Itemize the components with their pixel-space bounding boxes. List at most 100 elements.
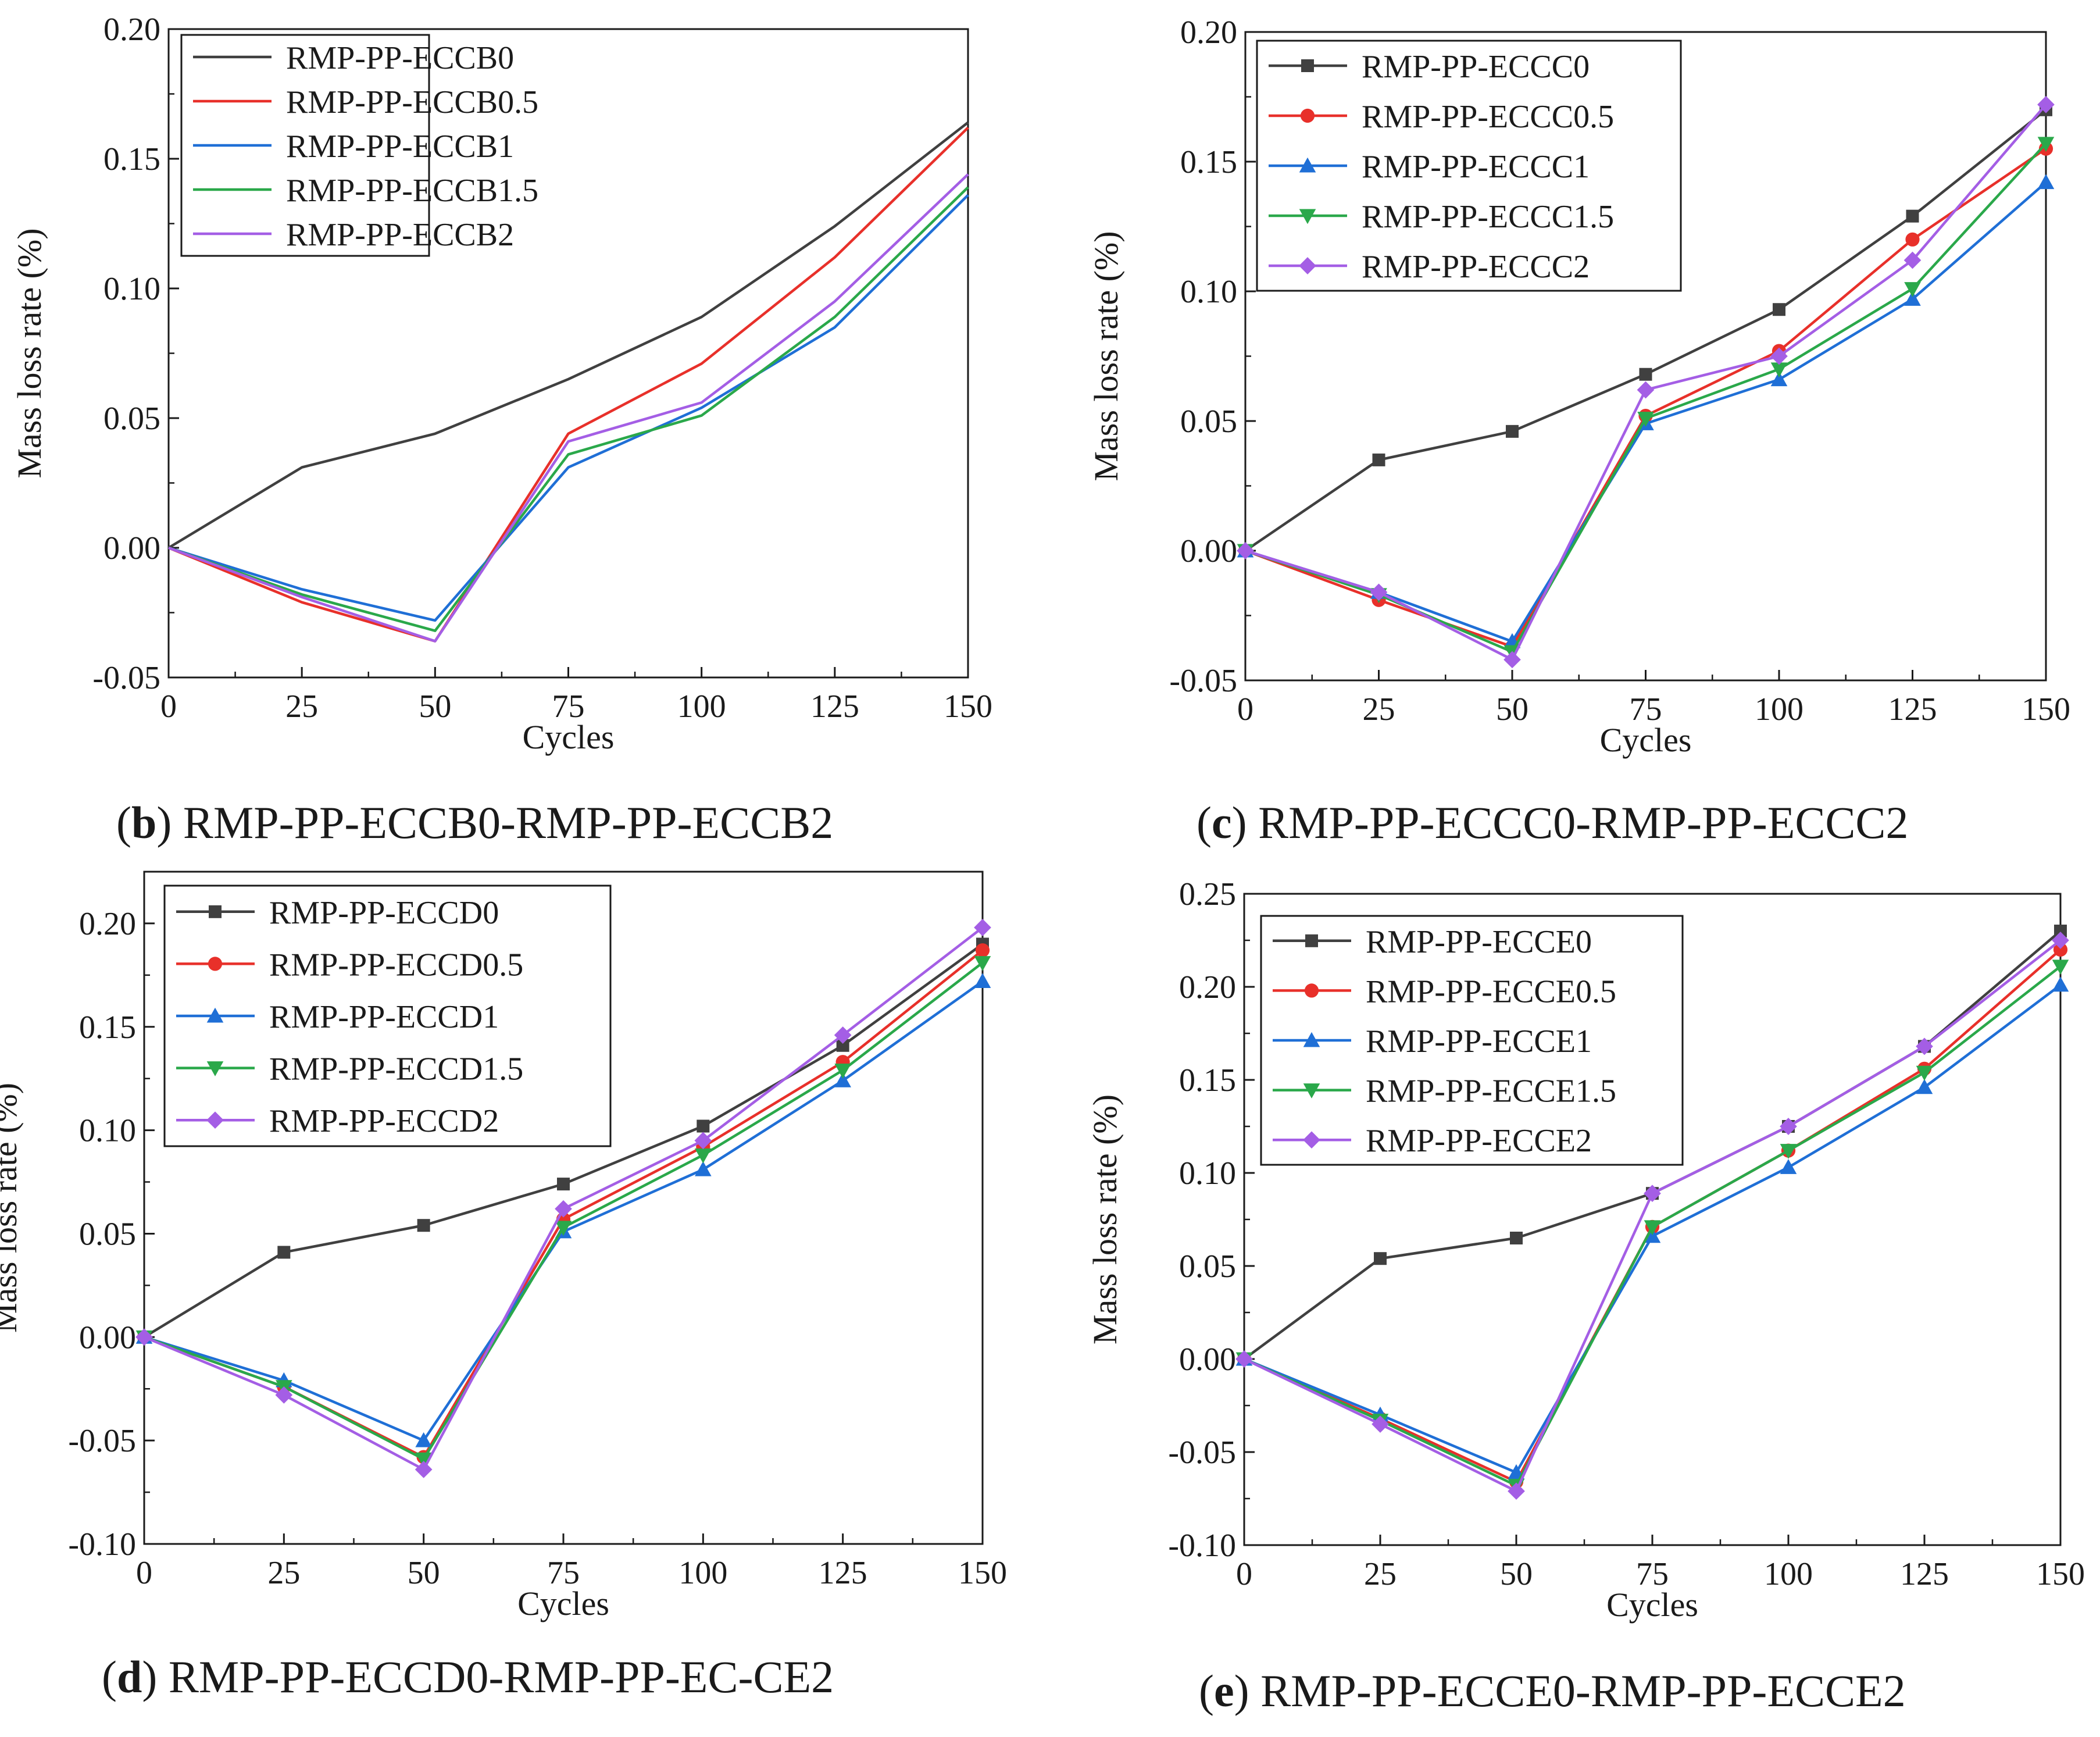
x-tick-label: 25 [1363,691,1395,727]
legend-label: RMP-PP-ECCC2 [1362,249,1590,285]
series-RMP-PP-ECCE2 [1235,932,2069,1500]
data-point [975,943,990,958]
y-tick-label: -0.05 [1169,663,1237,699]
chart-svg-e: 0 25 50 75 100 125 150 -0.10 -0.05 0.00 0.05 0.10 0.… [1086,876,2085,1624]
data-point [834,1064,851,1079]
legend: RMP-PP-ECCB0 RMP-PP-ECCB0.5 RMP-PP-ECCB1 RM… [180,34,538,257]
data-point [974,973,991,988]
y-axis-title: Mass loss rate (%) [10,228,48,478]
x-tick-label: 75 [552,689,585,725]
legend-label: RMP-PP-ECCE0 [1366,924,1592,960]
legend-label: RMP-PP-ECCC0.5 [1362,99,1614,135]
series-RMP-PP-ECCB0.5 [168,126,969,643]
series-RMP-PP-ECCB2 [168,173,969,643]
x-tick-label: 150 [2036,1556,2085,1592]
y-tick-label: -0.05 [68,1423,136,1459]
data-point [135,1328,153,1346]
y-tick-label: -0.05 [92,660,160,696]
y-tick-label: 0.15 [103,141,160,177]
legend-marker [206,1007,224,1023]
x-tick-label: 25 [267,1555,300,1591]
legend-marker [206,1111,224,1129]
x-tick-label: 50 [419,689,451,725]
data-point [1770,362,1788,378]
legend-label: RMP-PP-ECCB2 [286,217,514,253]
data-point [2052,976,2069,992]
data-point [694,1132,712,1150]
chart-panel-e: 0 25 50 75 100 125 150 -0.10 -0.05 0.00 0.05 0.10 0.… [1050,868,2100,1737]
y-tick-label: 0.25 [1179,876,1236,912]
data-point [1770,347,1788,365]
legend-marker [1304,983,1319,998]
x-tick-label: 100 [1764,1556,1813,1592]
data-point [1235,1350,1253,1368]
legend-label: RMP-PP-ECCB1 [286,129,514,165]
chart-svg-d: 0 25 50 75 100 125 150 -0.10 -0.05 0.00 0.05 0.10 0.… [0,871,1007,1622]
data-point [2054,925,2067,937]
data-point [1637,381,1655,399]
data-point [974,919,991,936]
x-tick-label: 25 [1364,1556,1397,1592]
data-point [1916,1079,1933,1094]
x-tick-label: 150 [958,1555,1007,1591]
series-RMP-PP-ECCB0 [167,121,969,549]
data-point [1372,453,1385,466]
chart-panel-c: 0 25 50 75 100 125 150 -0.05 0.00 0.05 0.10 0.15 0.2… [1050,0,2100,868]
x-tick-label: 150 [944,689,992,725]
x-tick-label: 75 [1630,691,1662,727]
legend-label: RMP-PP-ECCD0.5 [269,947,523,983]
data-point [1904,282,1921,297]
legend-label: RMP-PP-ECCE1 [1366,1023,1592,1060]
data-point [1637,412,1654,427]
caption-e: (e) RMP-PP-ECCE0-RMP-PP-ECCE2 [1199,1665,1906,1716]
data-point [1503,651,1521,669]
x-tick-label: 0 [136,1555,152,1591]
data-point [1644,1185,1661,1203]
series-line [168,194,969,622]
y-axis-title: Mass loss rate (%) [1086,1094,1124,1344]
data-point [557,1178,570,1191]
data-point [1237,542,1254,559]
data-point [697,1119,710,1133]
legend-marker [1303,1083,1320,1098]
y-tick-label: 0.05 [79,1216,136,1252]
chart-panel-b: 0 25 50 75 100 125 150 -0.05 0.00 0.05 0.10 0.15 0.2… [0,0,1050,868]
data-point [1916,1037,1933,1055]
legend-label: RMP-PP-ECCE2 [1366,1123,1592,1159]
series-RMP-PP-ECCB1 [168,194,969,622]
x-tick-label: 100 [1755,691,1803,727]
x-axis-title: Cycles [1606,1586,1698,1624]
data-point [1374,1252,1387,1265]
x-tick-label: 125 [810,689,859,725]
series-line [168,173,969,643]
data-point [1903,251,1922,269]
legend-marker [208,957,223,971]
data-point [1906,209,1919,223]
x-tick-label: 75 [1636,1556,1669,1592]
series-RMP-PP-ECCC2 [1237,96,2055,669]
x-tick-label: 100 [678,1555,727,1591]
legend-marker [209,905,222,918]
data-point [2052,960,2069,975]
legend-label: RMP-PP-ECCD1.5 [269,1051,523,1087]
data-point [1372,1415,1389,1433]
data-point [1904,291,1921,306]
data-point [555,1221,572,1236]
x-tick-label: 50 [1500,1556,1533,1592]
x-tick-label: 25 [285,689,318,725]
data-point [1780,1144,1797,1159]
legend: RMP-PP-ECCC0 RMP-PP-ECCC0.5 RMP-PP-ECCC1 RM… [1256,40,1682,292]
legend: RMP-PP-ECCE0 RMP-PP-ECCE0.5 RMP-PP-ECCE1 RM… [1260,915,1684,1166]
legend-label: RMP-PP-ECCB0.5 [286,84,538,120]
y-tick-label: -0.10 [68,1526,136,1563]
y-tick-label: 0.20 [1180,15,1237,51]
legend-label: RMP-PP-ECCD2 [269,1103,499,1139]
caption-b: (b) RMP-PP-ECCB0-RMP-PP-ECCB2 [116,797,834,848]
y-tick-label: -0.05 [1168,1435,1236,1471]
caption-d: (d) RMP-PP-ECCD0-RMP-PP-EC-CE2 [102,1652,834,1702]
data-point [2037,96,2055,113]
data-point [415,1452,432,1468]
chart-svg-b: 0 25 50 75 100 125 150 -0.05 0.00 0.05 0.10 0.15 0.2… [10,12,992,756]
legend-label: RMP-PP-ECCB1.5 [286,173,538,209]
data-point [1644,1220,1661,1236]
